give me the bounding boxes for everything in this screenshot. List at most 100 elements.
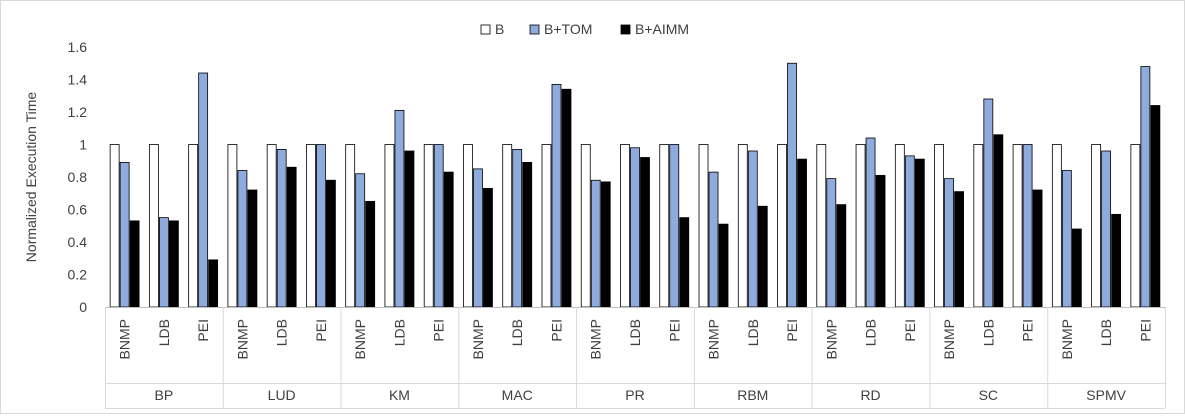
bar-b-km-ldb bbox=[384, 144, 395, 308]
y-tick-label: 1 bbox=[79, 137, 87, 153]
bar-b-pr-ldb bbox=[620, 144, 630, 308]
bar-b-lud-bnmp bbox=[227, 144, 238, 308]
bar-b-tom-rbm-bnmp bbox=[708, 171, 719, 308]
x-category-label: LDB bbox=[863, 319, 879, 346]
bar-b-sc-pei bbox=[1012, 144, 1023, 308]
bar-b-aimm-mac-pei bbox=[561, 88, 572, 308]
bar-b-tom-km-bnmp bbox=[355, 173, 366, 308]
x-category-label: LDB bbox=[156, 319, 172, 346]
legend-label: B+TOM bbox=[544, 21, 592, 37]
bar-b-aimm-rbm-ldb bbox=[757, 205, 768, 308]
legend: B B+TOM B+AIMM bbox=[480, 21, 689, 37]
bar-b-rd-ldb bbox=[855, 144, 866, 308]
y-tick-label: 0 bbox=[79, 299, 87, 315]
bar-b-tom-pr-pei bbox=[669, 144, 680, 308]
bar-b-tom-km-ldb bbox=[394, 109, 405, 308]
x-group-label: KM bbox=[389, 387, 410, 403]
bar-b-aimm-sc-ldb bbox=[993, 134, 1004, 308]
bar-b-bp-ldb bbox=[148, 144, 159, 308]
legend-swatch bbox=[480, 24, 491, 35]
x-category-label: PEI bbox=[666, 319, 682, 342]
bar-b-tom-pr-bnmp bbox=[590, 179, 601, 308]
x-group-label: SC bbox=[979, 387, 998, 403]
x-category-label: LDB bbox=[391, 319, 407, 346]
bar-b-aimm-km-pei bbox=[443, 171, 454, 308]
bar-b-aimm-km-bnmp bbox=[365, 200, 376, 308]
y-axis-label: Normalized Execution Time bbox=[23, 92, 39, 263]
bar-b-pr-pei bbox=[659, 144, 670, 308]
bar-b-aimm-spmv-pei bbox=[1150, 105, 1161, 308]
x-category-label: BNMP bbox=[117, 319, 133, 359]
bar-b-tom-spmv-pei bbox=[1140, 66, 1151, 308]
bar-b-tom-spmv-ldb bbox=[1101, 150, 1112, 308]
x-category-label: PEI bbox=[1137, 319, 1153, 342]
x-category-label: BNMP bbox=[588, 319, 604, 359]
bar-b-aimm-mac-ldb bbox=[522, 161, 533, 308]
bar-b-aimm-pr-pei bbox=[679, 217, 690, 308]
bar-b-tom-lud-pei bbox=[316, 144, 326, 308]
x-category-label: BNMP bbox=[941, 319, 957, 359]
bar-b-tom-mac-bnmp bbox=[473, 168, 483, 308]
x-category-label: LDB bbox=[980, 319, 996, 346]
x-category-label: PEI bbox=[313, 319, 329, 342]
bar-b-tom-rbm-ldb bbox=[747, 150, 758, 308]
x-category-label: PEI bbox=[902, 319, 918, 342]
bar-b-mac-bnmp bbox=[463, 144, 473, 308]
bar-b-aimm-pr-bnmp bbox=[600, 181, 611, 308]
x-category-label: BNMP bbox=[706, 319, 722, 359]
x-group-label: MAC bbox=[502, 387, 533, 403]
bar-b-aimm-mac-bnmp bbox=[483, 187, 493, 308]
bar-b-km-bnmp bbox=[345, 144, 356, 308]
bar-b-rbm-bnmp bbox=[698, 144, 709, 308]
bar-b-aimm-bp-ldb bbox=[168, 220, 179, 308]
bar-b-rbm-pei bbox=[777, 144, 787, 308]
x-category-label: BNMP bbox=[470, 319, 486, 359]
bar-b-tom-rd-ldb bbox=[865, 137, 876, 308]
bar-b-aimm-rbm-pei bbox=[797, 158, 807, 308]
bar-b-aimm-lud-ldb bbox=[286, 166, 297, 308]
x-axis: BNMP LDB PEI BP BNMP LDB PEI LUD BNMP LDB PEI KM BNM… bbox=[105, 307, 1166, 409]
bar-b-tom-rd-pei bbox=[904, 155, 915, 308]
x-group-label: PR bbox=[625, 387, 644, 403]
bar-b-aimm-bp-pei bbox=[208, 259, 219, 308]
x-category-label: LDB bbox=[627, 319, 643, 346]
x-category-label: BNMP bbox=[352, 319, 368, 359]
bar-b-rd-pei bbox=[894, 144, 905, 308]
bar-b-mac-pei bbox=[541, 144, 552, 308]
bar-b-rd-bnmp bbox=[816, 144, 827, 308]
bar-b-tom-lud-ldb bbox=[276, 148, 287, 308]
bar-b-aimm-pr-ldb bbox=[640, 157, 650, 308]
bar-b-tom-sc-bnmp bbox=[944, 178, 954, 308]
x-category-label: LDB bbox=[1098, 319, 1114, 346]
bar-b-aimm-sc-bnmp bbox=[954, 191, 964, 308]
x-category-label: PEI bbox=[431, 319, 447, 342]
legend-swatch bbox=[529, 24, 540, 35]
bar-b-bp-pei bbox=[188, 144, 199, 308]
y-tick-label: 1.6 bbox=[68, 39, 88, 55]
x-category-label: LDB bbox=[509, 319, 525, 346]
x-category-label: LDB bbox=[274, 319, 290, 346]
bar-b-tom-sc-pei bbox=[1022, 144, 1033, 308]
bar-b-aimm-rd-ldb bbox=[875, 174, 886, 308]
y-tick-label: 1.4 bbox=[68, 72, 88, 88]
x-category-label: BNMP bbox=[1059, 319, 1075, 359]
x-group-label: RBM bbox=[737, 387, 768, 403]
y-tick-label: 0.8 bbox=[68, 169, 88, 185]
bar-b-aimm-sc-pei bbox=[1032, 189, 1043, 308]
x-group-label: LUD bbox=[268, 387, 296, 403]
bar-b-tom-sc-ldb bbox=[983, 98, 994, 308]
y-tick-label: 0.6 bbox=[68, 202, 88, 218]
bar-b-tom-spmv-bnmp bbox=[1061, 170, 1072, 308]
x-category-label: PEI bbox=[548, 319, 564, 342]
bar-b-aimm-spmv-ldb bbox=[1111, 213, 1122, 308]
x-group-label: SPMV bbox=[1086, 387, 1126, 403]
bar-b-tom-bp-pei bbox=[198, 72, 209, 308]
bar-b-sc-bnmp bbox=[934, 144, 944, 308]
x-category-label: PEI bbox=[195, 319, 211, 342]
bar-b-tom-rbm-pei bbox=[787, 62, 797, 308]
x-category-label: PEI bbox=[1020, 319, 1036, 342]
y-tick-label: 0.2 bbox=[68, 267, 88, 283]
legend-label: B bbox=[495, 21, 504, 37]
